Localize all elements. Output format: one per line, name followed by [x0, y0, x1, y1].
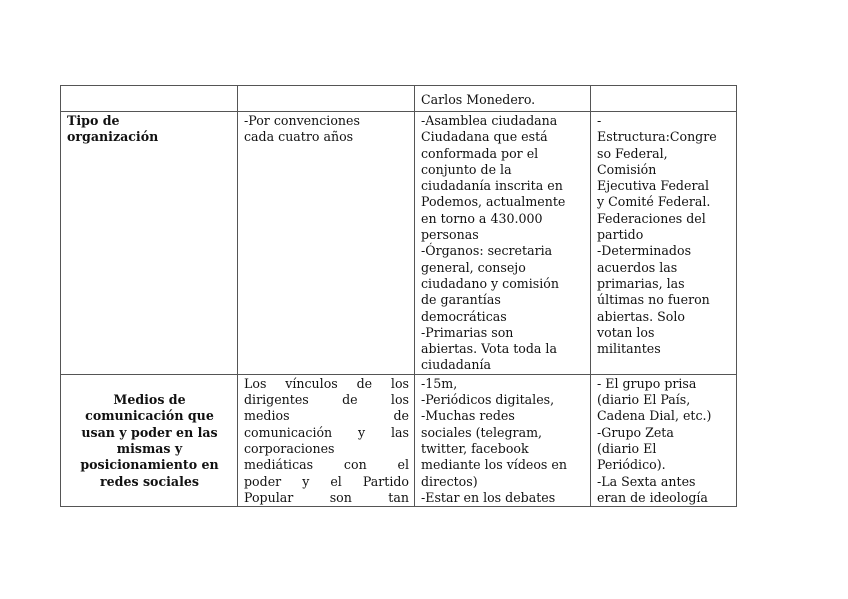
cell-text-line: medios de — [244, 408, 409, 424]
table-cell: -Por convenciones cada cuatro años — [237, 111, 415, 375]
cell-text-line: ciudadanía inscrita en — [421, 178, 563, 194]
cell-text-line: Popular son tan — [244, 489, 409, 505]
cell-text-line: organización — [67, 129, 159, 145]
cell-text-line: poder y el Partido — [244, 473, 409, 489]
table-cell: - El grupo prisa (diario El País, Cadena D… — [590, 373, 737, 508]
table-cell — [237, 85, 415, 112]
cell-text-line: conjunto de la — [421, 161, 512, 177]
cell-text-line: (diario El — [597, 440, 657, 456]
cell-text-line: votan los — [597, 324, 655, 340]
cell-text-line: Podemos, actualmente — [421, 194, 566, 210]
cell-text-line: dirigentes de los — [244, 392, 409, 408]
cell-text-line: -Órganos: secretaria — [421, 243, 553, 259]
cell-text-line: general, consejo — [421, 259, 526, 275]
cell-text-line: partido — [597, 227, 644, 243]
table-cell: -Asamblea ciudadana Ciudadana que está con… — [414, 111, 591, 375]
cell-text-line: Estructura:Congre — [597, 129, 717, 145]
cell-text-line: sociales (telegram, — [421, 424, 543, 440]
cell-text-line: ciudadanía — [421, 357, 491, 373]
cell-text-line: -15m, — [421, 375, 458, 391]
cell-text-line: - El grupo prisa — [597, 375, 697, 391]
cell-text-line: primarias, las — [597, 275, 685, 291]
table-row: Medios de comunicación que usan y poder en… — [60, 373, 737, 508]
table-cell: -15m, -Periódicos digitales, -Muchas redes… — [414, 373, 591, 508]
cell-text-line: de garantías — [421, 292, 501, 308]
row-label: Tipo de organización — [60, 111, 238, 375]
cell-text-line: - — [597, 113, 602, 128]
table-row: Tipo de organización -Por convenciones cad… — [60, 111, 737, 375]
cell-text-line: Los vínculos de los — [244, 375, 409, 391]
table-cell: Carlos Monedero. — [414, 85, 591, 112]
cell-text-line: usan y poder en las — [81, 424, 218, 440]
cell-text-line: posicionamiento en — [80, 457, 219, 473]
cell-text-line: Comisión — [597, 161, 657, 177]
cell-text-line: comunicación que — [85, 408, 214, 424]
cell-text-line: -Grupo Zeta — [597, 424, 674, 440]
cell-text-line: en torno a 430.000 — [421, 210, 543, 226]
cell-text-line: Federaciones del — [597, 210, 706, 226]
table-cell — [590, 85, 737, 112]
cell-text-line: y Comité Federal. — [597, 194, 711, 210]
cell-text-line: corporaciones — [244, 440, 335, 456]
cell-text-line: comunicación y las — [244, 424, 409, 440]
table-cell — [60, 85, 238, 112]
cell-text-line: mismas y — [116, 440, 183, 456]
cell-text-line: Cadena Dial, etc.) — [597, 408, 712, 424]
row-label: Medios de comunicación que usan y poder en… — [60, 373, 238, 508]
cell-text-line: -Asamblea ciudadana — [421, 113, 558, 128]
cell-text-line: -Periódicos digitales, — [421, 392, 555, 408]
cell-text-line: ciudadano y comisión — [421, 275, 559, 291]
cell-text-line: Tipo de — [67, 113, 120, 128]
cell-text-line: conformada por el — [421, 145, 539, 161]
cell-text-line: eran de ideología — [597, 489, 708, 505]
table-cell: Los vínculos de los dirigentes de los medi… — [237, 373, 415, 508]
cell-text-line: mediáticas con el — [244, 457, 409, 473]
cell-text-line: abiertas. Solo — [597, 308, 685, 324]
cell-text-line: -Determinados — [597, 243, 692, 259]
table-row: Carlos Monedero. — [60, 85, 737, 112]
cell-text-line: mediante los vídeos en — [421, 457, 567, 473]
cell-text-line: abiertas. Vota toda la — [421, 341, 557, 357]
cell-text-line: -Primarias son — [421, 324, 514, 340]
cell-text-line: twitter, facebook — [421, 440, 529, 456]
cell-text-line: (diario El País, — [597, 392, 691, 408]
cell-text-line: -Muchas redes — [421, 408, 515, 424]
cell-text-line: Medios de — [113, 392, 186, 408]
cell-text-line: so Federal, — [597, 145, 668, 161]
cell-text-line: directos) — [421, 473, 478, 489]
cell-text-line: militantes — [597, 341, 661, 357]
cell-text-line: personas — [421, 227, 479, 243]
cell-text-line: Ejecutiva Federal — [597, 178, 710, 194]
cell-text-line: acuerdos las — [597, 259, 678, 275]
cell-text-line: redes sociales — [100, 473, 199, 489]
cell-text-line: -Por convenciones — [244, 113, 360, 128]
table-cell: - Estructura:Congre so Federal, Comisión Eje… — [590, 111, 737, 375]
cell-text-line: democráticas — [421, 308, 507, 324]
cell-text-line: Ciudadana que está — [421, 129, 548, 145]
cell-text-line: últimas no fueron — [597, 292, 710, 308]
comparison-table: Carlos Monedero. Tipo de organización -Po… — [60, 85, 737, 508]
cell-text-line: -Estar en los debates — [421, 489, 556, 505]
cell-text-line: Periódico). — [597, 457, 666, 473]
cell-text-line: -La Sexta antes — [597, 473, 696, 489]
cell-text-line: cada cuatro años — [244, 129, 354, 145]
